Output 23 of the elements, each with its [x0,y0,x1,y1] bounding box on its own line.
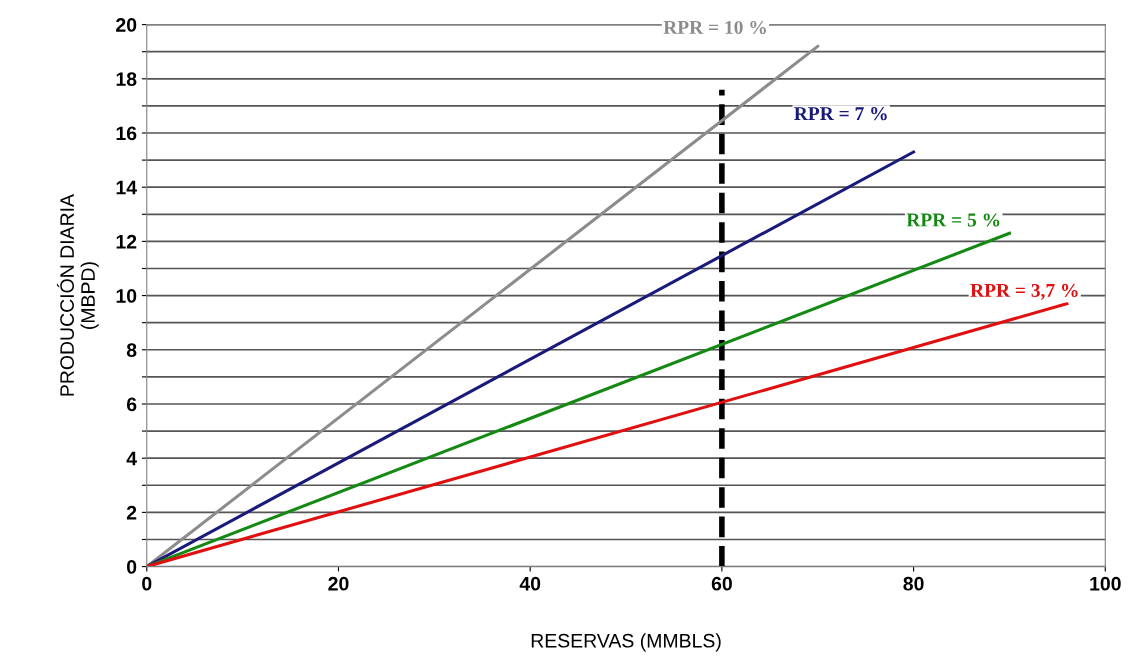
y-tick-label: 14 [116,180,137,195]
y-tick-label: 20 [116,18,137,32]
y-tick-label: 0 [127,560,137,574]
y-tick-label: 6 [126,397,137,412]
x-tick-label: 80 [903,576,924,591]
x-tick-label: 60 [711,576,732,591]
x-tick-label: 0 [142,576,152,591]
y-tick-label: 16 [116,126,137,141]
x-axis-title: RESERVAS (MMBLS) [531,633,721,652]
x-tick-label: 40 [519,576,541,591]
x-tick-label: 100 [1090,576,1121,591]
y-tick-label: 10 [116,289,137,303]
series-label: RPR = 3,7 % [970,283,1078,300]
y-tick-label: 18 [116,72,137,87]
y-tick-label: 12 [116,234,137,249]
y-tick-label: 2 [126,505,137,520]
text: RPR = 7 % [794,107,887,121]
y-tick-label: 4 [126,451,137,466]
series-label: RPR = 5 % [906,213,1000,227]
y-tick-label: 8 [126,343,137,358]
x-tick-label: 20 [328,576,349,591]
text: RPR = 10 % [663,20,766,35]
y-axis-title: PRODUCCIÓN DIARIA (MBPD) [56,194,99,396]
